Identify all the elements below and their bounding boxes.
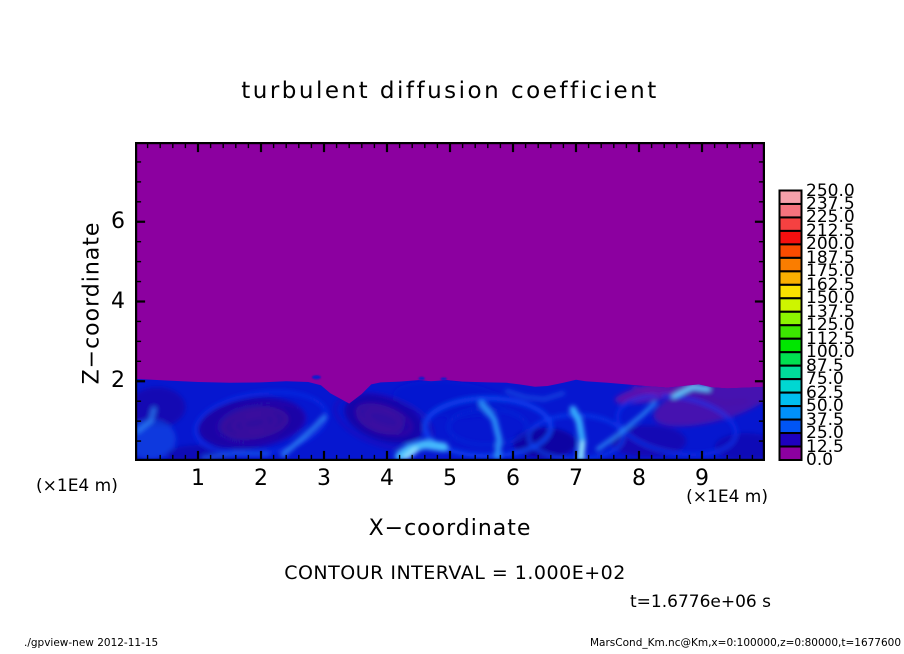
x-tick-label: 9 (695, 466, 709, 491)
colorbar-tick-label: 12.5 (806, 436, 844, 457)
colorbar-tick-label: 137.5 (806, 301, 855, 322)
colorbar-tick-label: 100.0 (806, 342, 855, 363)
x-tick-label: 8 (632, 466, 646, 491)
footer-file-slice: MarsCond_Km.nc@Km,x=0:100000,z=0:80000,t… (590, 637, 902, 649)
colorbar-tick-label: 37.5 (806, 409, 844, 430)
colorbar (778, 189, 803, 461)
colorbar-tick-label: 125.0 (806, 315, 855, 336)
x-tick-label: 6 (506, 466, 520, 491)
x-axis-title: X−coordinate (368, 516, 532, 541)
colorbar-tick-label: 187.5 (806, 247, 855, 268)
colorbar-tick-label: 87.5 (806, 355, 844, 376)
colorbar-tick-label: 162.5 (806, 274, 855, 295)
x-tick-label: 1 (191, 466, 205, 491)
x-tick-label: 7 (569, 466, 583, 491)
z-tick-label: 2 (111, 368, 125, 394)
x-tick-label: 5 (443, 466, 457, 491)
colorbar-tick-label: 75.0 (806, 369, 844, 390)
colorbar-tick-label: 237.5 (806, 193, 855, 214)
x-tick-label: 3 (317, 466, 331, 491)
x-axis-unit: (×1E4 m) (686, 487, 768, 507)
colorbar-tick-label: 0.0 (806, 450, 834, 470)
colorbar-tick-label: 25.0 (806, 423, 844, 444)
colorbar-tick-label: 212.5 (806, 220, 855, 241)
colorbar-tick-label: 150.0 (806, 288, 855, 309)
colorbar-tick-label: 50.0 (806, 396, 844, 417)
x-tick-label: 4 (380, 466, 394, 491)
contour-interval-annotation: CONTOUR INTERVAL = 1.000E+02 (284, 562, 626, 584)
colorbar-tick-label: 175.0 (806, 261, 855, 282)
colorbar-tick-label: 112.5 (806, 328, 855, 349)
time-annotation: t=1.6776e+06 s (630, 592, 771, 612)
z-tick-label: 4 (111, 288, 125, 314)
plot-title: turbulent diffusion coefficient (241, 78, 659, 104)
colorbar-tick-label: 225.0 (806, 207, 855, 228)
colorbar-tick-label: 250.0 (806, 180, 855, 201)
x-tick-label: 2 (254, 466, 268, 491)
colorbar-tick-label: 62.5 (806, 382, 844, 403)
colorbar-tick-label: 200.0 (806, 234, 855, 255)
footer-command-date: ./gpview-new 2012-11-15 (24, 637, 159, 649)
contour-plot-area (135, 142, 765, 461)
z-tick-label: 6 (111, 208, 125, 234)
z-axis-unit: (×1E4 m) (36, 476, 118, 496)
